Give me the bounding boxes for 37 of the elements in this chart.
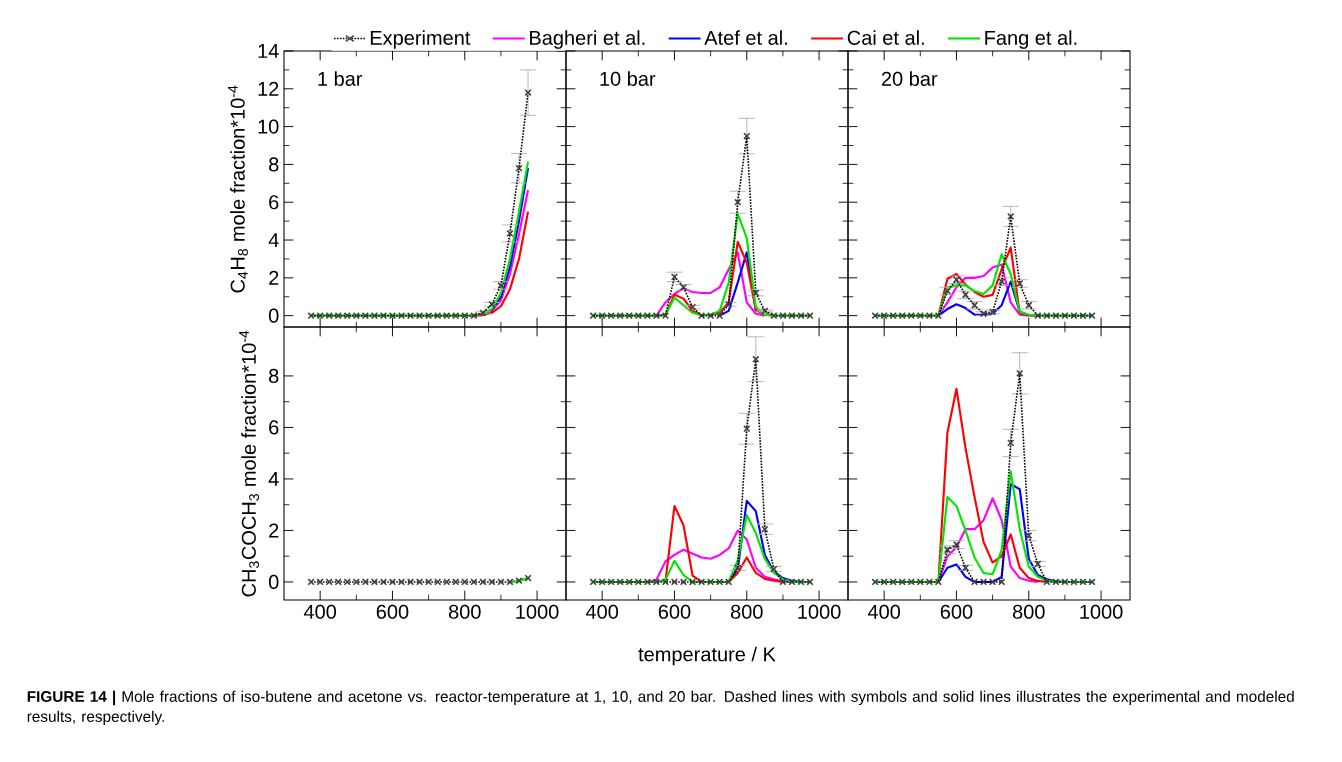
y-axis-title: CH$_{3}$COCH$_{3}$ mole fraction*10$^{-4}$ [239,330,260,597]
x-tick-label: 800 [1012,604,1045,619]
annotation: 10 bar [600,71,656,86]
x-tick-label: 1000 [1080,604,1123,619]
text: FIGURE 14 | Mole fractions of iso-butene and acetone vs. reactor-temperature at 1, 10, and 20 bar. Dashed lines with symbols and solid lines illustrates the experimental and modeled results, respectively. [27,690,1294,725]
y-tick-label: 8 [269,157,279,172]
y-tick-label: 4 [268,472,279,486]
legend-label: Cai et al. [847,30,924,45]
legend-label: Experiment [370,30,471,49]
x-tick-label: 400 [303,604,337,619]
y-axis-title: C$_{4}$H$_{8}$ mole fraction*10$^{-4}$ [228,85,248,293]
y-tick-label: 14 [258,44,279,58]
x-tick-label: 600 [658,604,691,619]
x-tick-label: 400 [585,604,619,619]
x-tick-label: 800 [448,604,481,619]
x-tick-label: 1000 [516,604,559,619]
y-tick-label: 0 [268,574,279,590]
y-tick-label: 6 [269,195,279,210]
y-tick-label: 10 [258,119,279,134]
y-tick-label: 0 [268,308,279,323]
legend-label: Fang et al. [985,30,1077,49]
x-tick-label: 600 [376,604,409,619]
legend-label: Atef et al. [704,30,787,45]
y-tick-label: 4 [268,233,279,247]
legend-label: Bagheri et al. [530,30,645,49]
y-tick-label: 2 [269,270,279,285]
x-tick-label: 1000 [798,604,841,619]
y-tick-label: 8 [269,368,279,383]
y-tick-label: 2 [269,523,279,538]
y-tick-label: 12 [258,81,279,96]
x-axis-title: temperature / K [638,646,776,666]
annotation: 20 bar [881,71,938,86]
annotation: 1 bar [318,71,363,86]
x-tick-label: 400 [867,604,901,619]
x-tick-label: 800 [730,604,763,619]
x-tick-label: 600 [940,604,973,619]
y-tick-label: 6 [269,420,279,435]
